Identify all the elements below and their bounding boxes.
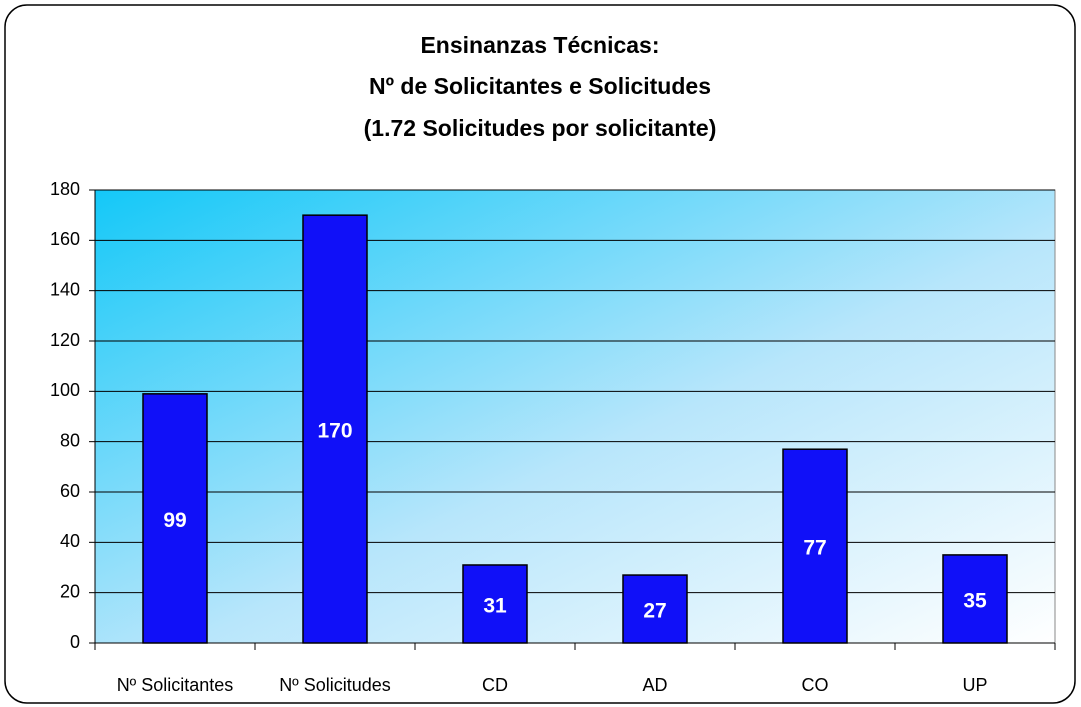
x-tick-label: Nº Solicitantes xyxy=(117,675,234,695)
bar xyxy=(142,393,208,644)
chart-title: (1.72 Solicitudes por solicitante) xyxy=(364,115,717,141)
bar xyxy=(302,214,368,644)
y-tick-label: 120 xyxy=(50,330,80,350)
bar xyxy=(782,448,848,644)
value-label: 27 xyxy=(643,600,666,623)
y-tick-label: 20 xyxy=(60,581,80,601)
y-tick-label: 0 xyxy=(70,632,80,652)
plot-area xyxy=(94,189,1056,644)
value-label: 99 xyxy=(163,509,186,532)
value-label: 31 xyxy=(483,595,507,618)
chart-title: Ensinanzas Técnicas: xyxy=(420,32,659,58)
y-tick-label: 140 xyxy=(50,279,80,299)
x-tick-label: UP xyxy=(962,675,987,695)
y-tick-label: 80 xyxy=(60,430,80,450)
value-label: 35 xyxy=(963,590,987,613)
x-tick-label: CD xyxy=(482,675,508,695)
x-tick-label: AD xyxy=(642,675,667,695)
y-tick-label: 100 xyxy=(50,380,80,400)
x-tick-label: CO xyxy=(802,675,829,695)
x-tick-label: Nº Solicitudes xyxy=(279,675,391,695)
bar xyxy=(942,554,1008,644)
y-tick-label: 160 xyxy=(50,229,80,249)
bar xyxy=(462,564,528,644)
value-label: 170 xyxy=(317,420,352,443)
y-tick-label: 60 xyxy=(60,481,80,501)
y-tick-label: 180 xyxy=(50,179,80,199)
bar xyxy=(622,574,688,644)
value-label: 77 xyxy=(803,537,826,560)
y-tick-label: 40 xyxy=(60,531,80,551)
chart-title: Nº de Solicitantes e Solicitudes xyxy=(369,73,711,99)
